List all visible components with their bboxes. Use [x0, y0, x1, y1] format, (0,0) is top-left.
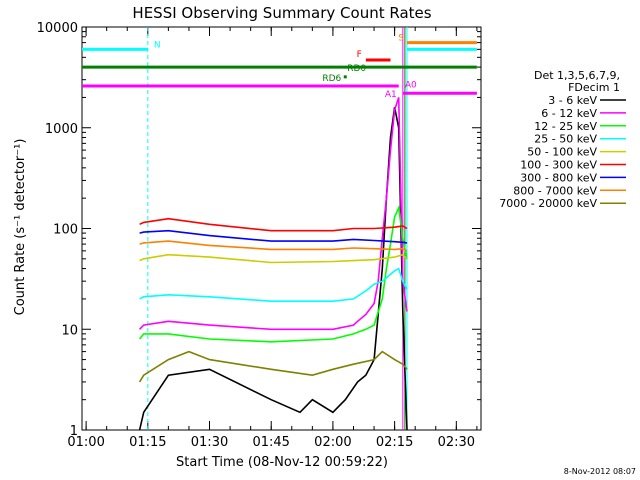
x-axis-label: Start Time (08-Nov-12 00:59:22) [176, 455, 388, 470]
x-tick-label: 01:15 [129, 435, 166, 450]
chart-title: HESSI Observing Summary Count Rates [132, 4, 431, 22]
legend-label-3: 12 - 25 keV [534, 120, 597, 133]
x-tick-label: 02:00 [314, 435, 351, 450]
legend-label-8: 800 - 7000 keV [513, 184, 597, 197]
x-tick-label: 02:15 [376, 435, 413, 450]
flag-label-5: RD0 [347, 64, 366, 74]
flag-label-7: A1 [385, 90, 397, 100]
flag-point-6 [343, 75, 347, 79]
series-line-2 [139, 97, 408, 331]
x-tick-label: 01:30 [191, 435, 228, 450]
flag-label-6: RD6 [322, 74, 341, 84]
plot-area: 1 10 100 1000 10000 01:00 01:15 01:30 01:45 02:00… [37, 21, 482, 450]
series-line-8 [139, 240, 408, 252]
y-tick-label: 100 [53, 223, 78, 238]
series-line-3 [138, 205, 408, 343]
legend-label-5: 50 - 100 keV [527, 146, 597, 159]
series-line-1 [138, 107, 408, 431]
series-line-7 [139, 229, 408, 244]
flag-label-2: S [398, 34, 404, 44]
x-tick-label: 02:30 [438, 435, 475, 450]
series-line-5 [139, 253, 408, 264]
x-tick-label: 01:45 [252, 435, 289, 450]
series-line-6 [139, 217, 408, 232]
y-tick-label: 10 [61, 323, 78, 338]
x-tick-label: 01:00 [67, 435, 104, 450]
flag-label-8: A0 [405, 80, 417, 90]
legend-label-2: 6 - 12 keV [541, 107, 597, 120]
y-tick-label: 1000 [45, 122, 78, 137]
legend-header: Det 1,3,5,6,7,9, [534, 69, 620, 82]
flag-label-1: N [154, 40, 161, 50]
legend-header: FDecim 1 [568, 81, 620, 94]
series-line-4 [139, 267, 408, 303]
legend-label-9: 7000 - 20000 keV [499, 197, 597, 210]
legend-label-7: 300 - 800 keV [520, 171, 597, 184]
y-axis-label: Count Rate (s⁻¹ detector⁻¹) [13, 139, 28, 316]
flag-label-4: F [357, 50, 362, 60]
legend-label-4: 25 - 50 keV [534, 133, 597, 146]
plot-frame [81, 26, 482, 431]
footer-timestamp: 8-Nov-2012 08:07 [564, 467, 636, 476]
y-tick-label: 1 [70, 424, 78, 439]
y-tick-label: 10000 [37, 21, 78, 36]
legend-label-1: 3 - 6 keV [548, 94, 597, 107]
legend-label-6: 100 - 300 keV [520, 159, 597, 172]
series-line-9 [138, 350, 408, 383]
